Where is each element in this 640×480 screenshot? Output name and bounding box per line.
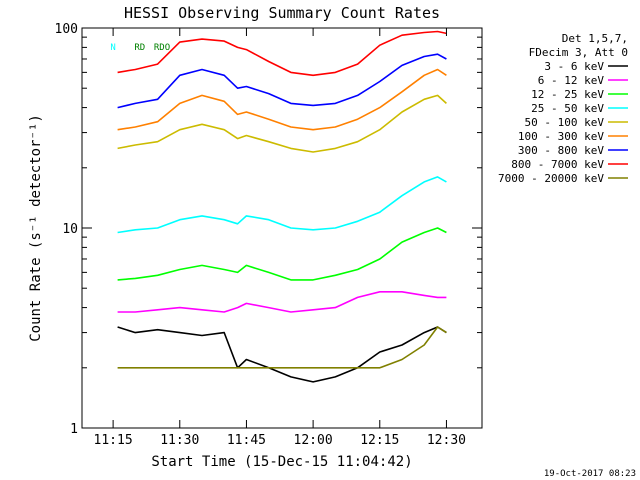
legend-label-1: 6 - 12 keV xyxy=(538,74,605,87)
axis-layer: 11:15 11:30 11:45 12:00 12:15 12:30 1 10 100 xyxy=(55,22,482,448)
series-line-7 xyxy=(117,30,447,77)
legend-label-5: 100 - 300 keV xyxy=(518,130,604,143)
series-line-8 xyxy=(117,326,447,369)
y-tick-label-2: 100 xyxy=(55,22,78,37)
series-line-2 xyxy=(117,227,447,281)
annotation-label-0: N xyxy=(110,43,115,53)
legend-header-1: FDecim 3, Att 0 xyxy=(529,46,628,59)
legend-label-4: 50 - 100 keV xyxy=(525,116,605,129)
x-tick-label-2: 11:45 xyxy=(227,433,266,448)
annotation-label-2: RD xyxy=(134,43,145,53)
series-line-0 xyxy=(117,326,447,383)
x-tick-label-3: 12:00 xyxy=(294,433,333,448)
x-tick-label-5: 12:30 xyxy=(427,433,466,448)
x-tick-label-4: 12:15 xyxy=(360,433,399,448)
series-line-4 xyxy=(117,94,447,153)
y-axis-label: Count Rate (s⁻¹ detector⁻¹) xyxy=(28,114,44,342)
series-line-3 xyxy=(117,176,447,234)
footer-date: 19-Oct-2017 08:23 xyxy=(544,469,636,479)
legend-label-6: 300 - 800 keV xyxy=(518,144,604,157)
y-tick-label-0: 1 xyxy=(70,422,78,437)
series-line-5 xyxy=(117,68,447,131)
x-axis-label: Start Time (15-Dec-15 11:04:42) xyxy=(151,454,412,470)
chart-title: HESSI Observing Summary Count Rates xyxy=(124,4,440,22)
series-line-6 xyxy=(117,53,447,109)
x-tick-label-0: 11:15 xyxy=(94,433,133,448)
legend-label-7: 800 - 7000 keV xyxy=(511,158,604,171)
annotation-layer: N RDO RD xyxy=(110,43,170,53)
legend-label-2: 12 - 25 keV xyxy=(531,88,604,101)
annotation-label-1: RDO xyxy=(154,43,170,53)
legend-label-0: 3 - 6 keV xyxy=(544,60,604,73)
series-line-1 xyxy=(117,290,447,313)
legend-label-8: 7000 - 20000 keV xyxy=(498,172,604,185)
y-tick-label-1: 10 xyxy=(62,222,78,237)
x-tick-label-1: 11:30 xyxy=(160,433,199,448)
series-layer xyxy=(117,30,447,383)
legend-header-0: Det 1,5,7, xyxy=(562,32,628,45)
legend-label-3: 25 - 50 keV xyxy=(531,102,604,115)
